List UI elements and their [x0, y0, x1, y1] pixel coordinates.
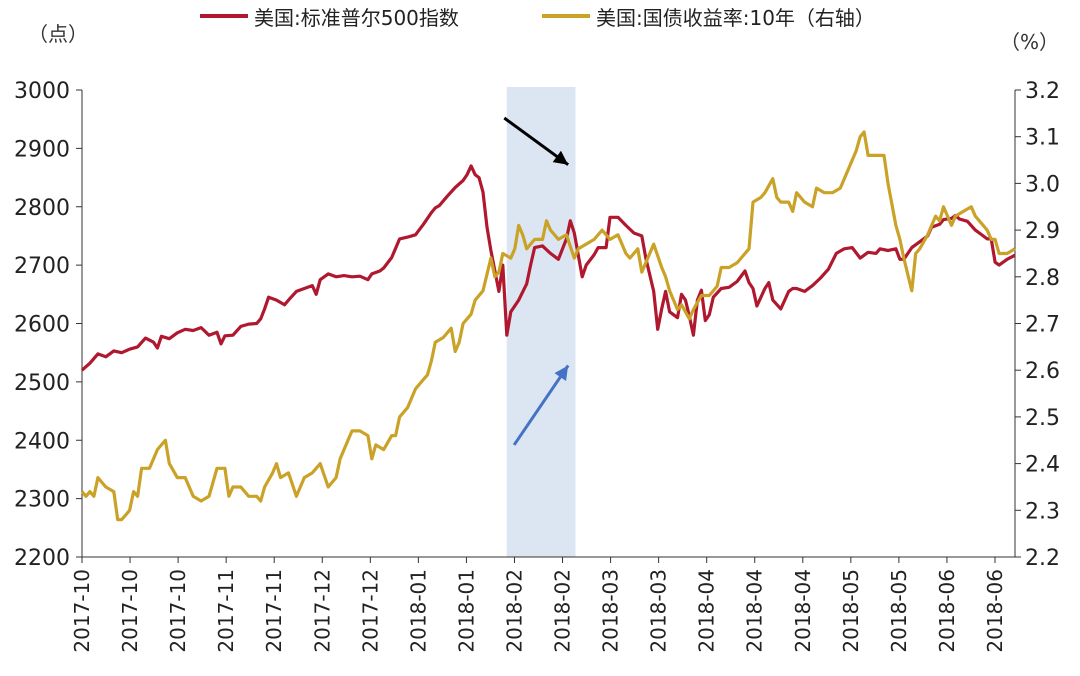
x-tick-label: 2017-11: [214, 569, 238, 653]
annotation-arrow-down-head: [552, 150, 569, 165]
legend-item-10y-yield: 美国:国债收益率:10年（右轴）: [542, 2, 875, 30]
legend-label-sp500: 美国:标准普尔500指数: [254, 5, 459, 30]
x-tick-label: 2018-03: [599, 569, 623, 653]
x-tick-label: 2018-04: [695, 569, 719, 653]
x-tick-label: 2018-02: [551, 569, 575, 653]
x-tick-label: 2018-05: [887, 569, 911, 653]
legend-swatch-10y-yield: [542, 14, 590, 18]
right-tick-label: 2.8: [1025, 266, 1060, 291]
right-tick-label: 2.5: [1025, 406, 1060, 431]
annotation-arrow-shaft: [512, 364, 570, 446]
annotation-arrow-up-head: [554, 365, 569, 382]
right-tick-label: 2.6: [1025, 359, 1060, 384]
x-tick-label: 2018-04: [791, 569, 815, 653]
left-tick-label: 2900: [14, 137, 70, 162]
right-tick-label: 2.7: [1025, 313, 1060, 338]
x-tick-label: 2018-06: [935, 569, 959, 653]
left-axis-unit: （点）: [28, 22, 88, 46]
x-tick-label: 2018-01: [454, 569, 478, 653]
right-tick-label: 3.1: [1025, 126, 1060, 151]
left-tick-label: 2300: [14, 488, 70, 513]
x-tick-label: 2017-12: [358, 569, 382, 653]
legend-swatch-sp500: [200, 14, 248, 18]
highlight-band: [506, 87, 576, 557]
left-tick-label: 2400: [14, 429, 70, 454]
right-axis-unit: （%）: [1000, 30, 1060, 54]
legend-label-10y-yield: 美国:国债收益率:10年（右轴）: [596, 5, 875, 30]
x-tick-label: 2017-12: [310, 569, 334, 653]
x-tick-label: 2018-02: [502, 569, 526, 653]
left-tick-label: 2700: [14, 254, 70, 279]
x-tick-label: 2017-11: [262, 569, 286, 653]
right-tick-label: 2.3: [1025, 499, 1060, 524]
x-tick-label: 2018-03: [647, 569, 671, 653]
x-tick-label: 2018-01: [406, 569, 430, 653]
right-tick-label: 2.9: [1025, 219, 1060, 244]
x-tick-label: 2017-10: [118, 569, 142, 653]
right-tick-label: 3.0: [1025, 172, 1060, 197]
x-tick-label: 2018-05: [839, 569, 863, 653]
left-tick-label: 2800: [14, 196, 70, 221]
right-tick-label: 2.4: [1025, 453, 1060, 478]
left-tick-label: 2500: [14, 371, 70, 396]
right-tick-label: 3.2: [1025, 79, 1060, 104]
x-tick-label: 2018-04: [743, 569, 767, 653]
left-tick-label: 2200: [14, 546, 70, 571]
legend-item-sp500: 美国:标准普尔500指数: [200, 2, 459, 30]
series-line-10y-yield: [80, 130, 1016, 522]
x-tick-label: 2018-06: [983, 569, 1007, 653]
x-tick-label: 2017-10: [70, 569, 94, 653]
right-tick-label: 2.2: [1025, 546, 1060, 571]
x-tick-label: 2017-10: [166, 569, 190, 653]
left-tick-label: 2600: [14, 313, 70, 338]
left-tick-label: 3000: [14, 79, 70, 104]
